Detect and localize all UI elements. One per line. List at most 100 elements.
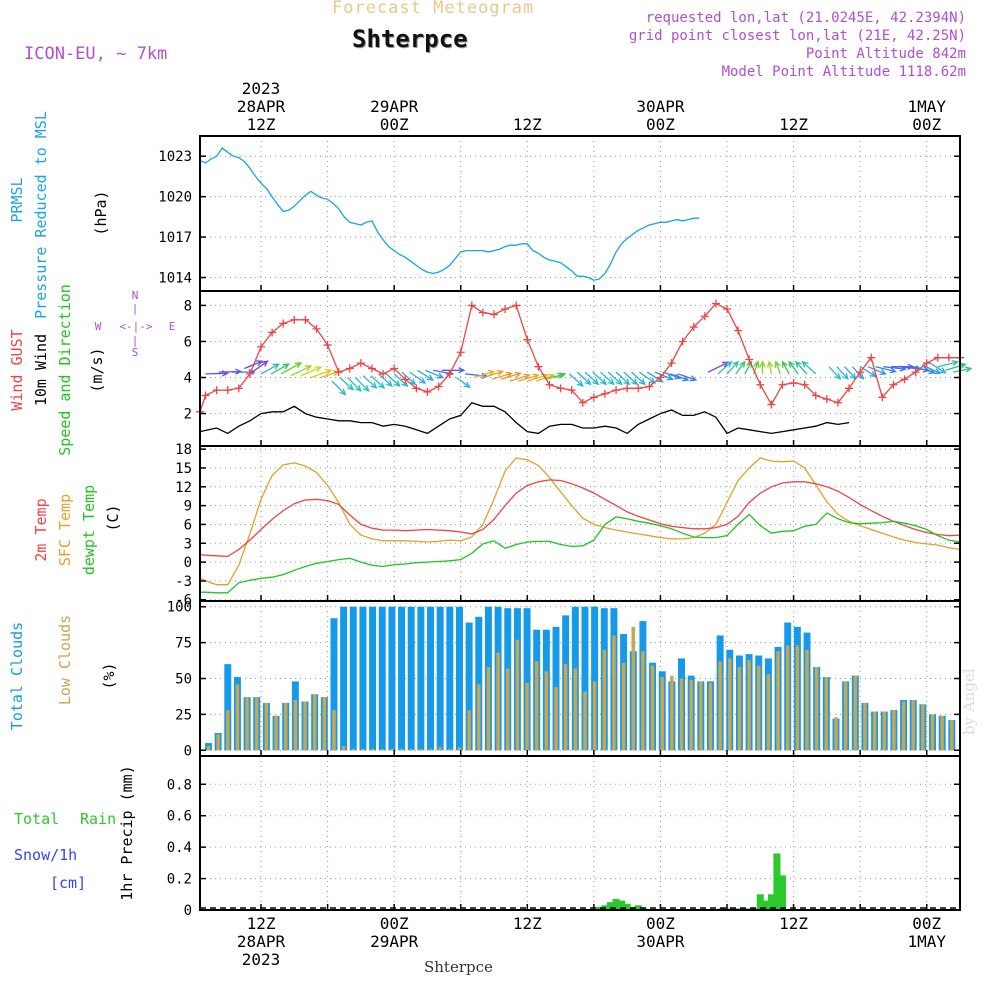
- low-cloud-bar: [766, 674, 771, 751]
- wind-gust-marker: [534, 362, 543, 371]
- low-cloud-bar: [776, 651, 780, 751]
- bottom-time-label: 12Z: [247, 914, 276, 933]
- wind-gust-marker: [367, 364, 376, 373]
- low-cloud-bar: [747, 659, 751, 751]
- wind-arrow-head: [857, 372, 865, 380]
- wind-arrow: [945, 363, 966, 371]
- precip-bar: [767, 894, 775, 910]
- precip-bar: [756, 894, 764, 910]
- total-cloud-bar: [446, 606, 454, 751]
- wind-arrow: [775, 361, 781, 375]
- wind-arrow-head: [393, 380, 401, 388]
- wind-arrow: [491, 372, 512, 380]
- wind-arrow: [937, 361, 958, 368]
- wind-arrow-head: [623, 378, 631, 386]
- low-cloud-bar: [419, 748, 423, 751]
- wind-arrow: [768, 361, 773, 375]
- wind-arrow: [929, 362, 946, 374]
- label-wind-gust: Wind GUST: [8, 329, 26, 410]
- precip-bar: [607, 902, 615, 910]
- low-cloud-bar: [544, 671, 549, 751]
- total-cloud-bar: [475, 616, 483, 751]
- wind-arrow: [623, 371, 638, 385]
- wind-arrow-head: [834, 372, 842, 380]
- wind-arrow: [914, 366, 935, 374]
- total-cloud-bar: [407, 606, 415, 751]
- wind-gust-marker: [889, 380, 898, 389]
- low-cloud-bar: [486, 667, 491, 751]
- wind-arrow-head: [753, 360, 760, 368]
- low-cloud-bar: [573, 668, 578, 751]
- wind-arrow: [260, 363, 279, 375]
- wind-arrow: [500, 372, 521, 380]
- wind-arrow-head: [584, 378, 592, 386]
- top-time-label: 00Z: [646, 115, 675, 134]
- low-cloud-bar: [428, 748, 433, 751]
- y-tick-label: 0: [184, 743, 192, 759]
- wind-arrow: [347, 377, 362, 392]
- y-tick-label: 0: [184, 903, 192, 919]
- precip-bar: [778, 875, 786, 910]
- wind-gust-marker: [623, 384, 632, 393]
- wind-arrow: [205, 372, 228, 375]
- label-rain: Rain: [80, 810, 116, 828]
- model-label: ICON-EU, ~ 7km: [24, 44, 168, 64]
- y-tick-label: 3: [184, 536, 192, 552]
- footer-station: Shterpce: [424, 958, 493, 976]
- label-prmsl: PRMSL: [8, 177, 26, 222]
- wind-arrow-head: [674, 373, 682, 380]
- wind-arrow: [600, 371, 615, 385]
- grid-lines: [200, 136, 960, 911]
- total-cloud-bar: [359, 606, 367, 751]
- total-cloud-bar: [224, 664, 232, 751]
- y-tick-label: 9: [184, 499, 192, 515]
- unit-ms: (m/s): [88, 347, 106, 392]
- low-cloud-bar: [650, 665, 655, 751]
- wind-arrow-head: [681, 375, 690, 382]
- low-cloud-bar: [274, 715, 278, 751]
- low-cloud-bar: [216, 734, 220, 751]
- wind-arrow-head: [294, 362, 303, 369]
- low-cloud-bar: [785, 645, 790, 751]
- low-cloud-bar: [834, 717, 838, 751]
- wind-arrow: [409, 371, 426, 384]
- top-time-label: 12Z: [513, 115, 542, 134]
- top-time-label: 00Z: [912, 115, 941, 134]
- wind-arrow-head: [436, 372, 445, 379]
- label-total-clouds: Total Clouds: [8, 622, 26, 730]
- y-tick-label: 6: [184, 517, 192, 533]
- wind-arrow: [378, 373, 393, 387]
- wind-gust-marker: [734, 326, 743, 335]
- wind-gust-marker: [390, 364, 399, 373]
- y-tick-label: 1020: [158, 190, 192, 206]
- wind-arrow-head: [869, 370, 877, 378]
- wind-10m-line: [199, 401, 850, 435]
- label-dewpt-temp: dewpt Temp: [80, 485, 98, 575]
- wind-arrow-head: [794, 360, 802, 368]
- wind-arrow: [662, 371, 681, 379]
- label-2m-temp: 2m Temp: [32, 498, 50, 561]
- low-cloud-bar: [457, 747, 462, 751]
- wind-arrow-head: [592, 378, 600, 386]
- wind-arrow-head: [759, 360, 766, 368]
- wind-arrow-head: [409, 378, 417, 386]
- wind-arrow: [339, 377, 354, 391]
- wind-gust-marker: [900, 375, 909, 384]
- wind-arrow-head: [774, 360, 781, 368]
- wind-arrow-head: [255, 360, 264, 367]
- wind-gust-marker: [612, 386, 621, 395]
- wind-gust-marker: [279, 319, 288, 328]
- wind-arrow-head: [615, 378, 623, 386]
- low-cloud-bar: [525, 682, 529, 751]
- low-cloud-bar: [863, 702, 867, 751]
- wind-arrow: [828, 366, 841, 380]
- wind-arrow: [707, 361, 729, 373]
- y-tick-label: 0: [184, 555, 192, 571]
- wind-gust-marker: [523, 335, 532, 344]
- low-cloud-bar: [631, 626, 635, 751]
- wind-arrow: [802, 361, 817, 375]
- wind-arrow: [310, 369, 331, 379]
- unit-pct: (%): [100, 662, 118, 689]
- wind-arrow: [417, 369, 434, 381]
- requested-coords: requested lon,lat (21.0245E, 42.2394N): [645, 10, 966, 26]
